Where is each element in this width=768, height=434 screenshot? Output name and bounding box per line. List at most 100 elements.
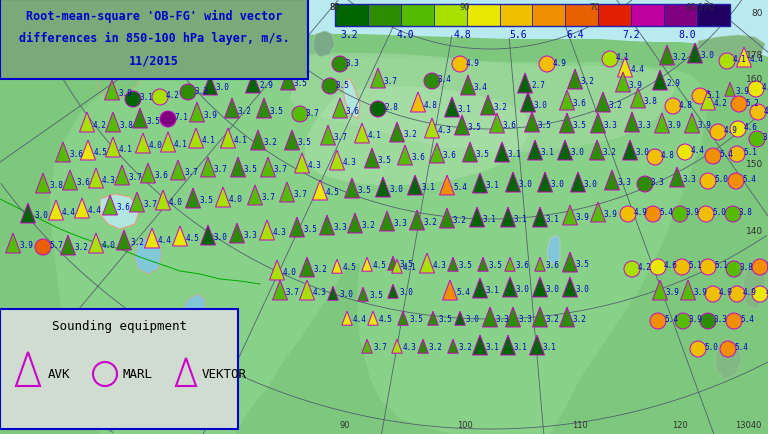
Text: 3.2: 3.2 [429,343,443,352]
Text: 3.6: 3.6 [346,106,360,115]
Text: 3.5: 3.5 [378,156,392,165]
Text: 4.4: 4.4 [353,315,367,324]
Polygon shape [591,114,605,134]
Text: 3.2: 3.2 [340,30,358,40]
Circle shape [424,74,440,90]
Circle shape [719,54,735,70]
Circle shape [452,57,468,73]
Circle shape [647,150,663,166]
Polygon shape [501,335,515,355]
Polygon shape [725,83,735,97]
Text: 3.2: 3.2 [603,148,617,157]
Text: 3.0: 3.0 [636,148,650,157]
Text: 3.5: 3.5 [476,150,490,159]
Polygon shape [216,187,230,207]
Bar [631,5,664,27]
Text: 3.6: 3.6 [69,150,83,159]
Text: 3.6: 3.6 [411,153,425,162]
Text: 3.0: 3.0 [339,290,353,299]
Text: 4.3: 4.3 [433,261,447,270]
Text: 3.2: 3.2 [361,221,375,230]
Polygon shape [362,339,372,353]
Polygon shape [203,76,217,96]
Circle shape [332,57,348,73]
Bar [0,309,238,429]
Polygon shape [173,227,187,247]
Text: 4.8: 4.8 [764,106,768,115]
Circle shape [726,313,742,329]
Text: 3.6: 3.6 [516,261,530,270]
Text: 3.1: 3.1 [486,181,500,190]
Polygon shape [319,216,335,236]
Text: 3.2: 3.2 [673,53,687,62]
Polygon shape [55,143,71,163]
Polygon shape [133,109,147,129]
Polygon shape [186,188,200,208]
Text: 5.4: 5.4 [453,183,467,192]
Text: 11/2015: 11/2015 [129,54,179,67]
Circle shape [710,125,726,141]
Polygon shape [590,141,604,161]
Circle shape [665,99,681,115]
Text: 3.1: 3.1 [421,183,435,192]
Polygon shape [300,280,315,300]
Polygon shape [290,54,675,153]
Polygon shape [290,217,304,237]
Polygon shape [355,124,369,144]
Text: 3.8: 3.8 [644,96,658,105]
Text: 4.5: 4.5 [343,263,357,272]
Circle shape [720,341,736,357]
Circle shape [602,52,618,68]
Polygon shape [155,191,170,210]
Text: 4.2: 4.2 [166,91,180,100]
Polygon shape [680,280,696,300]
Text: 3.9: 3.9 [694,288,708,297]
Text: 3.5: 3.5 [303,225,317,234]
Polygon shape [505,258,515,272]
Text: 5.0: 5.0 [712,208,726,217]
Polygon shape [300,257,315,277]
Polygon shape [428,312,439,326]
Text: 3.6: 3.6 [573,98,587,107]
Text: 3.4: 3.4 [81,56,95,64]
Text: 3.9: 3.9 [668,121,682,130]
Text: 3.3: 3.3 [496,315,510,324]
Text: 3.2: 3.2 [453,216,467,225]
Polygon shape [81,141,95,161]
Circle shape [292,107,308,123]
Text: 5.1: 5.1 [714,261,728,270]
Polygon shape [358,288,368,302]
Polygon shape [535,258,545,272]
Text: 3.6: 3.6 [154,171,168,180]
Text: 80: 80 [329,3,340,12]
Polygon shape [439,176,455,196]
Polygon shape [389,123,405,143]
Text: 4.1: 4.1 [616,53,630,62]
Text: 3.5: 3.5 [294,78,308,87]
Circle shape [370,102,386,118]
Text: 4.4: 4.4 [62,208,76,217]
Text: 3.2: 3.2 [423,218,437,227]
Text: 3.7: 3.7 [373,343,387,352]
Text: 5.1: 5.1 [743,148,757,157]
Polygon shape [398,146,412,166]
Text: 5.1: 5.1 [688,261,702,270]
Polygon shape [284,131,300,151]
Text: 110: 110 [572,420,588,429]
Text: 3.6: 3.6 [443,151,457,160]
Text: 5.4: 5.4 [742,175,756,184]
Text: 3.2: 3.2 [573,315,587,324]
Circle shape [729,147,745,163]
Bar [368,5,401,27]
Text: 3.5: 3.5 [489,261,503,270]
Text: 3.2: 3.2 [609,100,623,109]
Text: 8.0: 8.0 [679,30,697,40]
Text: 3.0: 3.0 [551,180,565,189]
Polygon shape [188,129,204,149]
Polygon shape [429,144,445,164]
Text: 3.3: 3.3 [333,223,347,232]
Polygon shape [328,286,338,300]
Text: 3.5: 3.5 [576,260,590,269]
Text: 3.7: 3.7 [261,193,275,202]
Bar [467,5,499,27]
